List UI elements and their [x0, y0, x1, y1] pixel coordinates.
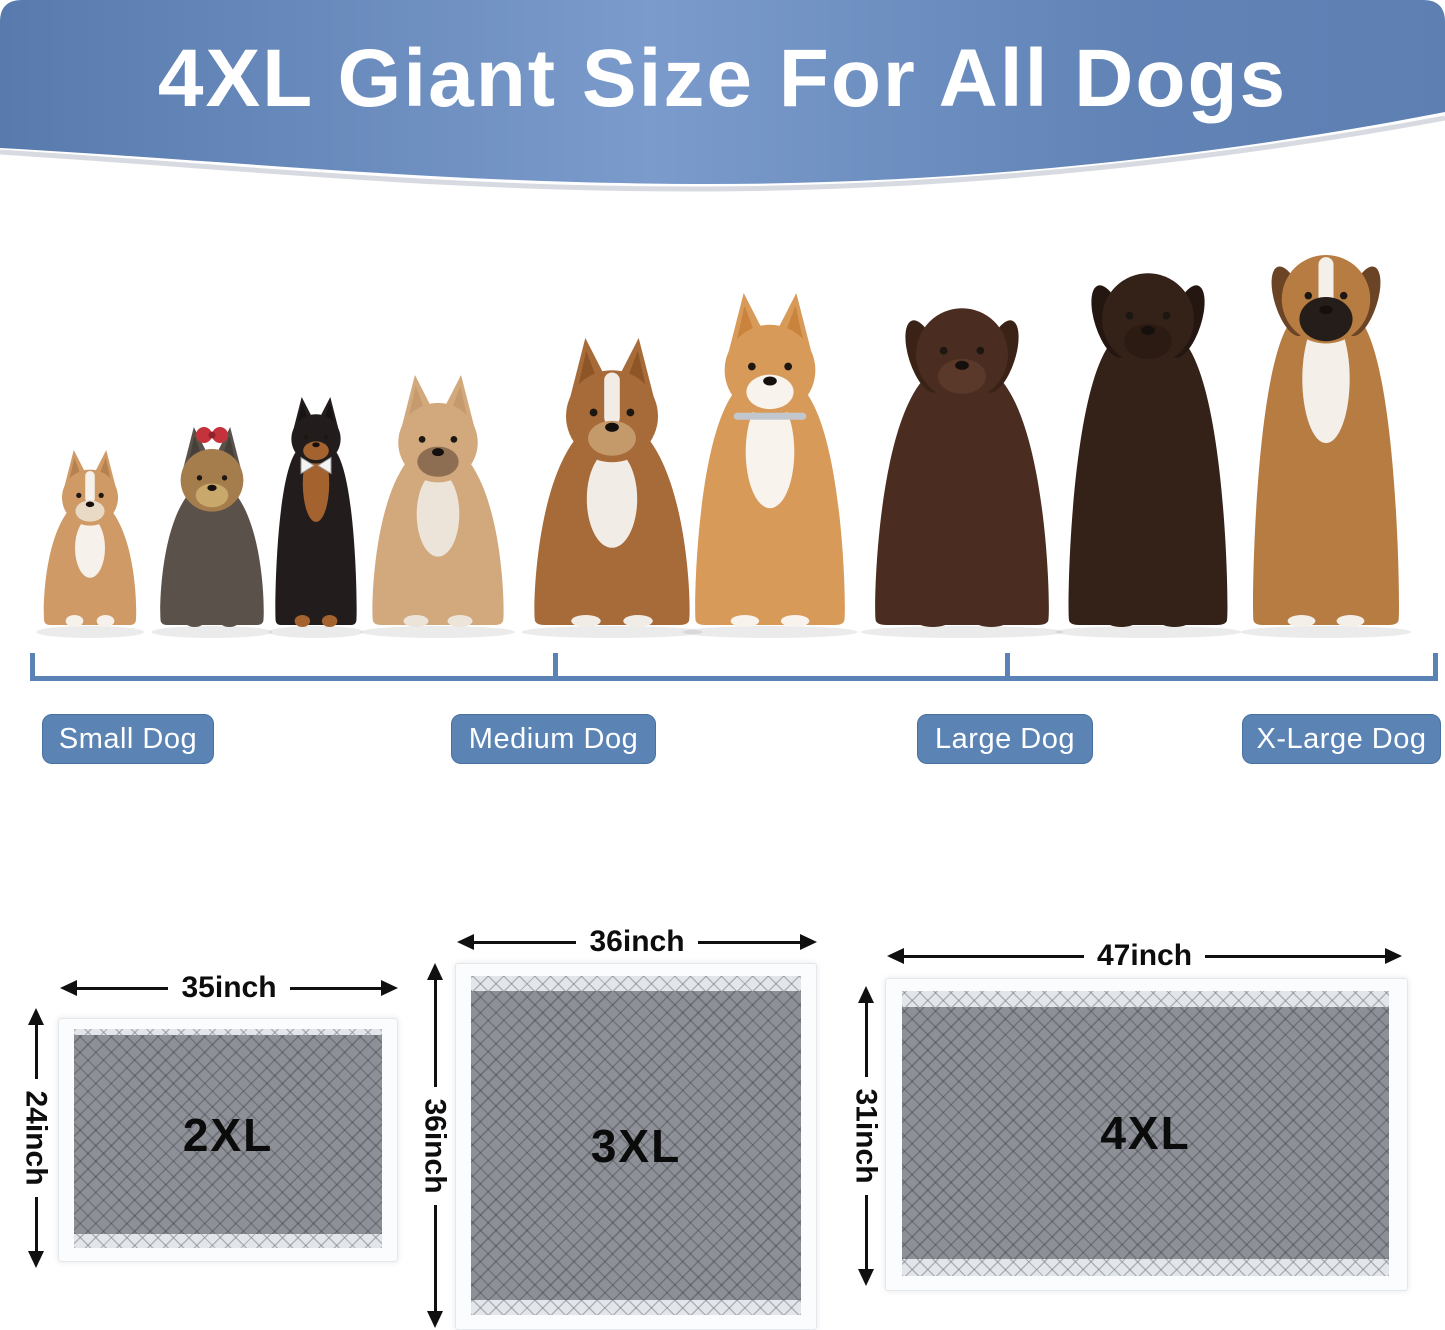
arrow-down-icon — [858, 1269, 874, 1286]
arrow-down-icon — [28, 1251, 44, 1268]
pad-4xl-width-value: 47inch — [1096, 939, 1193, 972]
dog-french-bulldog — [361, 375, 515, 638]
pad-4xl-top-strip — [902, 991, 1389, 1007]
bracket-tick — [553, 653, 558, 679]
pad-4xl-absorbent-core: 4XL — [902, 1007, 1389, 1259]
pad-2xl-label: 2XL — [182, 1108, 274, 1161]
arrow-down-icon — [427, 1311, 443, 1328]
pad-2xl-height-arrow: 24inch — [19, 1008, 53, 1268]
pad-3xl-absorbent-core: 3XL — [471, 991, 801, 1300]
pad-3xl-width-arrow: 36inch — [457, 925, 818, 958]
pad-4xl: 4XL — [885, 978, 1408, 1291]
size-label-small-dog: Small Dog — [42, 714, 214, 764]
size-label-large-dog: Large Dog — [917, 714, 1093, 764]
bracket-tick — [1433, 653, 1438, 679]
pad-2xl-height-value: 24inch — [20, 1090, 54, 1186]
arrow-left-icon — [457, 934, 474, 950]
bracket-tick — [30, 653, 35, 679]
dog-yorkshire-terrier — [151, 427, 273, 638]
pad-2xl-top-strip — [74, 1029, 382, 1035]
dogs-size-lineup — [36, 254, 1412, 638]
pad-3xl-top-strip — [471, 976, 801, 991]
arrow-right-icon — [381, 980, 399, 996]
dog-boxer — [1240, 254, 1412, 638]
arrow-left-icon — [60, 980, 77, 996]
pad-4xl-width-arrow: 47inch — [887, 939, 1403, 972]
arrow-right-icon — [1385, 948, 1403, 964]
pad-3xl-width-value: 36inch — [589, 925, 685, 958]
pad-3xl: 3XL — [455, 963, 817, 1330]
arrow-up-icon — [427, 963, 443, 980]
dog-flat-coated-retriever — [1055, 273, 1241, 638]
pad-2xl-width-arrow: 35inch — [60, 971, 399, 1004]
pad-2xl: 2XL — [58, 1018, 398, 1262]
pad-2xl-absorbent-core: 2XL — [74, 1035, 382, 1234]
bracket-tick — [1005, 653, 1010, 679]
arrow-right-icon — [800, 934, 818, 950]
header-banner-wave — [0, 0, 1445, 192]
arrow-up-icon — [28, 1008, 44, 1025]
pad-4xl-bottom-strip — [902, 1259, 1389, 1276]
pad-3xl-label: 3XL — [590, 1119, 682, 1172]
size-label-x-large-dog: X-Large Dog — [1242, 714, 1441, 764]
dog-chocolate-labrador — [860, 308, 1064, 638]
pad-2xl-bottom-strip — [74, 1234, 382, 1248]
pad-3xl-bottom-strip — [471, 1300, 801, 1315]
pad-4xl-height-arrow: 31inch — [849, 986, 883, 1286]
arrow-left-icon — [887, 948, 904, 964]
size-label-medium-dog: Medium Dog — [451, 714, 656, 764]
arrow-up-icon — [858, 986, 874, 1003]
dog-bull-terrier — [521, 338, 703, 638]
pad-3xl-height-arrow: 36inch — [418, 963, 452, 1328]
page-title: 4XL Giant Size For All Dogs — [157, 33, 1288, 124]
pad-4xl-height-value: 31inch — [850, 1088, 884, 1184]
dog-miniature-pinscher — [268, 397, 364, 638]
pad-2xl-width-value: 35inch — [181, 971, 277, 1004]
bracket-line — [30, 676, 1438, 681]
dog-chihuahua — [36, 450, 144, 638]
dog-shiba-inu — [682, 293, 858, 638]
pad-4xl-label: 4XL — [1100, 1107, 1191, 1159]
pad-3xl-height-value: 36inch — [419, 1097, 453, 1194]
